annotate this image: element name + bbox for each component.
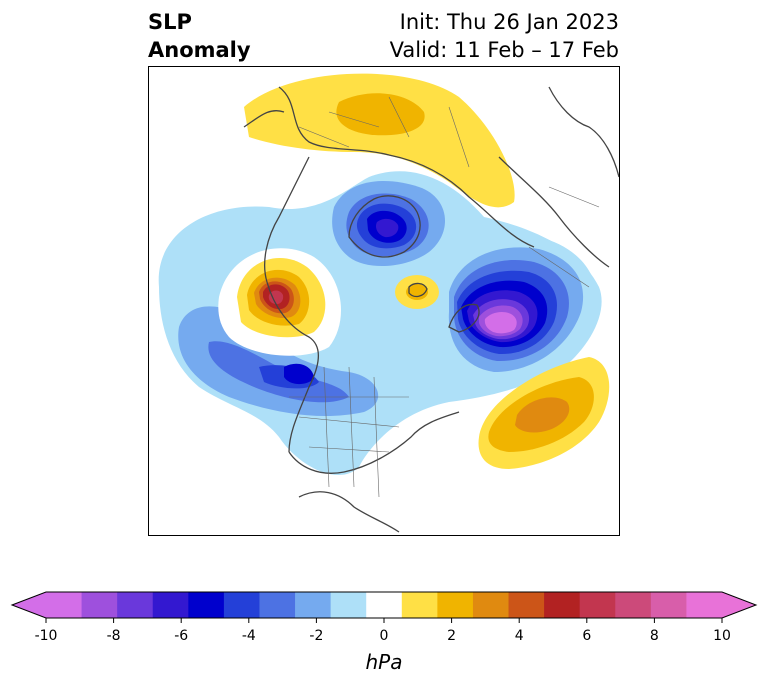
colorbar-tick-label: 4	[514, 628, 524, 644]
colorbar	[0, 580, 768, 680]
colorbar-swatch	[223, 592, 260, 618]
slp-anomaly-map	[158, 73, 619, 533]
alaska-high-anomaly	[237, 258, 326, 338]
colorbar-swatch	[686, 592, 723, 618]
colorbar-swatch	[615, 592, 652, 618]
init-date: Init: Thu 26 Jan 2023	[399, 10, 619, 34]
colorbar-swatch	[650, 592, 687, 618]
colorbar-tick-label: -4	[241, 628, 256, 644]
title-right: Init: Thu 26 Jan 2023 Valid: 11 Feb – 17…	[390, 8, 619, 64]
colorbar-swatch	[437, 592, 474, 618]
political-borders	[289, 96, 600, 498]
colorbar-unit: hPa	[365, 650, 403, 674]
title-left: SLP Anomaly	[148, 8, 251, 64]
coastlines	[243, 86, 619, 533]
colorbar-swatch	[152, 592, 189, 618]
colorbar-tick-label: -6	[174, 628, 189, 644]
colorbar-tick-label: 10	[713, 628, 731, 644]
colorbar-swatch	[544, 592, 581, 618]
colorbar-tick-label: -8	[106, 628, 121, 644]
colorbar-max-arrow	[722, 592, 756, 618]
colorbar-swatch	[117, 592, 154, 618]
colorbar-swatch	[366, 592, 403, 618]
colorbar-tick-label: 2	[447, 628, 457, 644]
barents-low-anomaly	[438, 234, 597, 387]
colorbar-swatch	[81, 592, 118, 618]
colorbar-tick-label: -10	[34, 628, 58, 644]
colorbar-swatches	[10, 591, 758, 623]
colorbar-tick-label: 8	[649, 628, 659, 644]
map-panel[interactable]	[148, 66, 620, 536]
colorbar-swatch	[188, 592, 225, 618]
atlantic-high-anomaly	[478, 357, 610, 469]
title-anomaly: Anomaly	[148, 38, 251, 62]
colorbar-tick-label: 6	[582, 628, 592, 644]
colorbar-swatch	[472, 592, 510, 618]
colorbar-tick-label: 0	[379, 628, 389, 644]
colorbar-swatch	[579, 592, 616, 618]
arctic-high-anomaly	[395, 275, 439, 309]
colorbar-min-arrow	[12, 592, 46, 618]
valid-range: Valid: 11 Feb – 17 Feb	[389, 38, 619, 62]
colorbar-tick-label: -2	[309, 628, 324, 644]
colorbar-swatch	[401, 592, 438, 618]
colorbar-swatch	[46, 592, 83, 618]
colorbar-swatch	[330, 592, 367, 618]
colorbar-swatch	[508, 592, 545, 618]
title-variable: SLP	[148, 10, 192, 34]
greenland-low-anomaly	[332, 181, 446, 267]
colorbar-swatch	[259, 592, 296, 618]
colorbar-swatch	[295, 592, 332, 618]
